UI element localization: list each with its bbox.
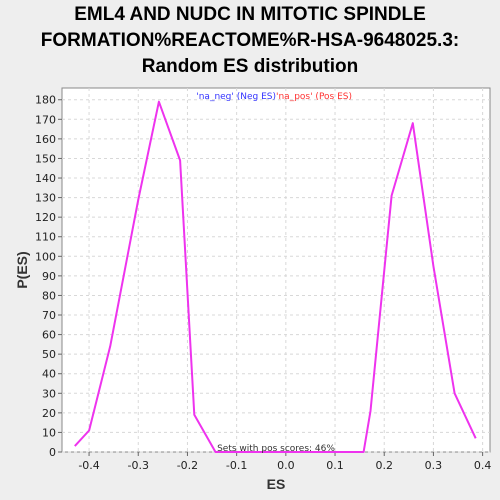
legend-entry-pos: 'na_pos' (Pos ES) (276, 92, 352, 102)
series-line (74, 100, 477, 453)
legend-entry-neg: 'na_neg' (Neg ES) (196, 92, 276, 102)
y-tick-label: 100 (35, 250, 56, 263)
y-tick-label: 80 (42, 289, 56, 302)
axes: 0 10 20 30 40 50 60 70 80 90 100 110 120 130 140 150 160… (35, 94, 491, 472)
y-axis-label: P(ES) (14, 251, 30, 288)
x-axis-label: ES (267, 476, 286, 492)
y-tick-label: 40 (42, 368, 56, 381)
pos-scores-annotation: Sets with pos scores: 46% (217, 444, 335, 454)
chart-title-line-2: FORMATION%REACTOME%R-HSA-9648025.3: (40, 30, 460, 51)
y-tick-label: 50 (42, 348, 56, 361)
x-tick-label: 0.0 (277, 459, 295, 472)
y-tick-label: 0 (49, 446, 56, 459)
plot-background (61, 87, 491, 453)
y-tick-label: 20 (42, 407, 56, 420)
x-tick-label: -0.2 (177, 459, 198, 472)
y-tick-label: 180 (35, 94, 56, 107)
y-tick-label: 160 (35, 133, 56, 146)
y-tick-label: 130 (35, 192, 56, 205)
chart-title: EML4 AND NUDC IN MITOTIC SPINDLE FORMATI… (0, 2, 500, 80)
y-tick-label: 90 (42, 270, 56, 283)
y-tick-label: 60 (42, 329, 56, 342)
y-tick-label: 110 (35, 231, 56, 244)
y-tick-label: 70 (42, 309, 56, 322)
legend: 'na_neg' (Neg ES) 'na_pos' (Pos ES) (196, 92, 352, 102)
x-tick-label: -0.4 (78, 459, 99, 472)
x-tick-label: 0.1 (326, 459, 344, 472)
x-tick-label: 0.4 (474, 459, 492, 472)
y-tick-label: 150 (35, 152, 56, 165)
y-tick-label: 10 (42, 426, 56, 439)
series-marks (74, 100, 477, 453)
chart-title-line-3: Random ES distribution (141, 56, 359, 77)
y-tick-label: 30 (42, 387, 56, 400)
x-tick-label: 0.3 (425, 459, 443, 472)
x-tick-label: -0.3 (128, 459, 149, 472)
x-tick-label: -0.1 (226, 459, 247, 472)
x-tick-label: 0.2 (375, 459, 393, 472)
y-tick-label: 120 (35, 211, 56, 224)
chart-title-line-1: EML4 AND NUDC IN MITOTIC SPINDLE (74, 4, 426, 25)
y-tick-label: 140 (35, 172, 56, 185)
y-tick-label: 170 (35, 113, 56, 126)
